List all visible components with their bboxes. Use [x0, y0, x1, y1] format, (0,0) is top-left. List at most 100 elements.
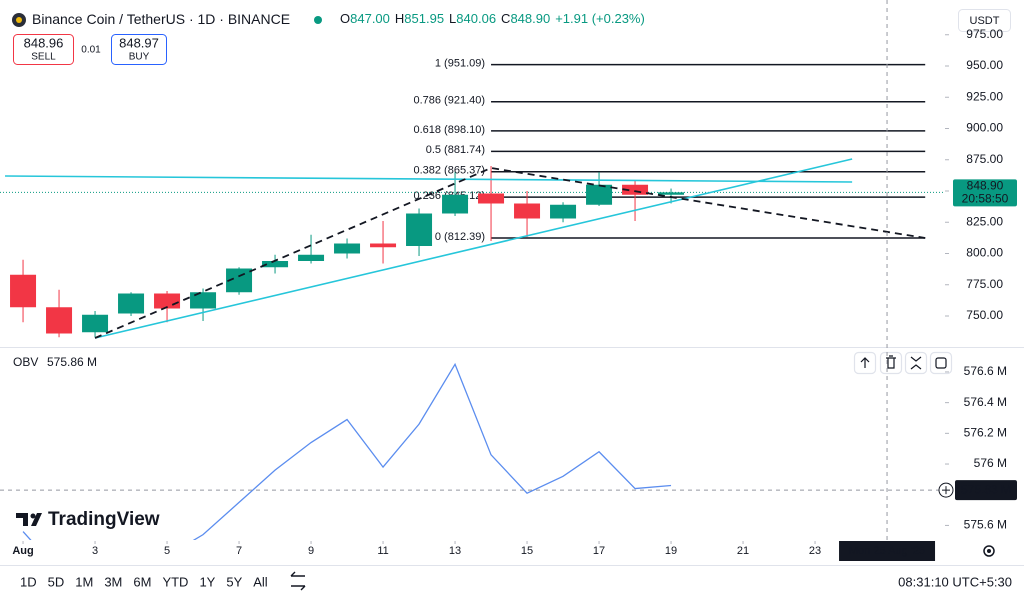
- candle-body: [514, 203, 541, 219]
- symbol-icon-core: [16, 17, 22, 23]
- maximize-button[interactable]: [929, 351, 953, 375]
- timeframe-button[interactable]: 1Y: [199, 574, 215, 589]
- currency-button[interactable]: [958, 9, 1011, 32]
- candle-body: [478, 193, 505, 204]
- maximize-icon: [935, 357, 947, 369]
- ohlc-legend: O847.00 H851.95 L840.06 C848.90 +1.91 (+0.23…: [340, 11, 645, 26]
- y-tick-label: 950.00: [966, 58, 1003, 72]
- candle-body: [370, 243, 397, 248]
- y-tick-label: 750.00: [966, 308, 1003, 322]
- ohlc-value: 851.95: [404, 11, 444, 26]
- timeframe-button[interactable]: 5D: [48, 574, 65, 589]
- x-tick-label: 23: [809, 545, 821, 557]
- fib-label: 0.5 (881.74): [426, 144, 485, 156]
- sell-price: 848.96: [24, 35, 64, 50]
- compare-button[interactable]: [290, 571, 306, 591]
- price-change: +1.91 (+0.23%): [555, 11, 645, 26]
- buy-label: BUY: [129, 52, 150, 63]
- buy-price: 848.97: [119, 35, 159, 50]
- timeframe-button[interactable]: 6M: [133, 574, 151, 589]
- y-tick-label: 576.4 M: [964, 395, 1007, 409]
- bar-countdown: 20:58:50: [962, 192, 1009, 206]
- x-tick-label: 15: [521, 545, 533, 557]
- y-tick-label: 875.00: [966, 152, 1003, 166]
- ohlc-key: O: [340, 11, 350, 26]
- candle-body: [334, 243, 361, 254]
- crosshair-value-tag: [955, 480, 1017, 501]
- add-alert-icon: [942, 486, 950, 495]
- ohlc-key: C: [501, 11, 510, 26]
- buy-button[interactable]: [111, 34, 167, 65]
- x-tick-label: Aug: [12, 545, 33, 557]
- currency: USDT: [970, 15, 1000, 27]
- candle-body: [442, 194, 469, 214]
- candle-body: [658, 192, 685, 195]
- x-tick-label: 3: [92, 545, 98, 557]
- y-tick-label: 975.00: [966, 27, 1003, 41]
- fib-label: 0.786 (921.40): [413, 95, 485, 107]
- candle-body: [226, 268, 253, 293]
- timeframe-button[interactable]: 1M: [75, 574, 93, 589]
- candle-body: [82, 314, 109, 333]
- market-status: [314, 16, 322, 24]
- x-tick-label: 17: [593, 545, 605, 557]
- move-up-icon: [860, 357, 870, 368]
- sell-button[interactable]: [13, 34, 74, 65]
- x-tick-label: 9: [308, 545, 314, 557]
- x-tick-label: 13: [449, 545, 461, 557]
- clock: 08:31:10 UTC+5:30: [898, 574, 1012, 589]
- x-tick-label: 21: [737, 545, 749, 557]
- fib-label: 0.618 (898.10): [413, 124, 485, 136]
- settings-icon: [987, 549, 991, 553]
- candle-body: [190, 292, 217, 309]
- brand-logo: [16, 513, 42, 526]
- candle-body: [262, 261, 289, 268]
- x-tick-label: 11: [377, 545, 388, 557]
- timeframe-button[interactable]: YTD: [162, 574, 188, 589]
- timeframe-button[interactable]: 1D: [20, 574, 37, 589]
- brand-logo-dot: [30, 513, 36, 519]
- delete-button[interactable]: [879, 351, 903, 375]
- trendline: [94, 158, 853, 339]
- timeframe-button[interactable]: All: [253, 574, 268, 589]
- trendline: [5, 175, 853, 183]
- crosshair-value: 575.83 M: [961, 482, 1011, 496]
- obv-line: [22, 362, 672, 540]
- y-tick-label: 576.6 M: [964, 364, 1007, 378]
- ohlc-key: L: [449, 11, 456, 26]
- candle-body: [298, 254, 325, 261]
- timeframe-button[interactable]: 5Y: [226, 574, 242, 589]
- candle-body: [622, 184, 649, 195]
- trendline: [94, 167, 926, 339]
- last-price-label: 848.90: [967, 179, 1004, 193]
- move-up-button[interactable]: [853, 351, 877, 375]
- candle-body: [550, 204, 577, 219]
- y-tick-label: 576.2 M: [964, 426, 1007, 440]
- ohlc-value: 847.00: [350, 11, 390, 26]
- settings-button[interactable]: [983, 545, 995, 557]
- price-pane: 1 (951.09) 0.786 (921.40) 0.618 (898.10) 0.…: [0, 58, 945, 339]
- fib-label: 0.382 (865.37): [413, 165, 485, 177]
- y-tick-label: 576 M: [974, 456, 1007, 470]
- y-tick-label: 800.00: [966, 246, 1003, 260]
- timeframe-button[interactable]: 3M: [104, 574, 122, 589]
- ohlc-value: 840.06: [456, 11, 496, 26]
- candle-body: [586, 184, 613, 205]
- indicator-name: OBV: [13, 355, 38, 369]
- collapse-button[interactable]: [904, 351, 928, 375]
- ohlc-key: H: [395, 11, 404, 26]
- x-tick-label: 19: [665, 545, 677, 557]
- y-tick-label: 900.00: [966, 121, 1003, 135]
- y-tick-label: 775.00: [966, 277, 1003, 291]
- delete-icon: [886, 355, 896, 369]
- sell-label: SELL: [31, 52, 56, 63]
- collapse-icon: [910, 356, 922, 370]
- candle-body: [10, 274, 37, 308]
- ohlc-value: 848.90: [510, 11, 550, 26]
- x-tick-label: 5: [164, 545, 170, 557]
- crosshair-date: Mon 25 Aug '25: [849, 545, 925, 557]
- y-tick-label: 575.6 M: [964, 518, 1007, 532]
- spread: 0.01: [81, 45, 101, 56]
- fib-label: 1 (951.09): [435, 58, 485, 70]
